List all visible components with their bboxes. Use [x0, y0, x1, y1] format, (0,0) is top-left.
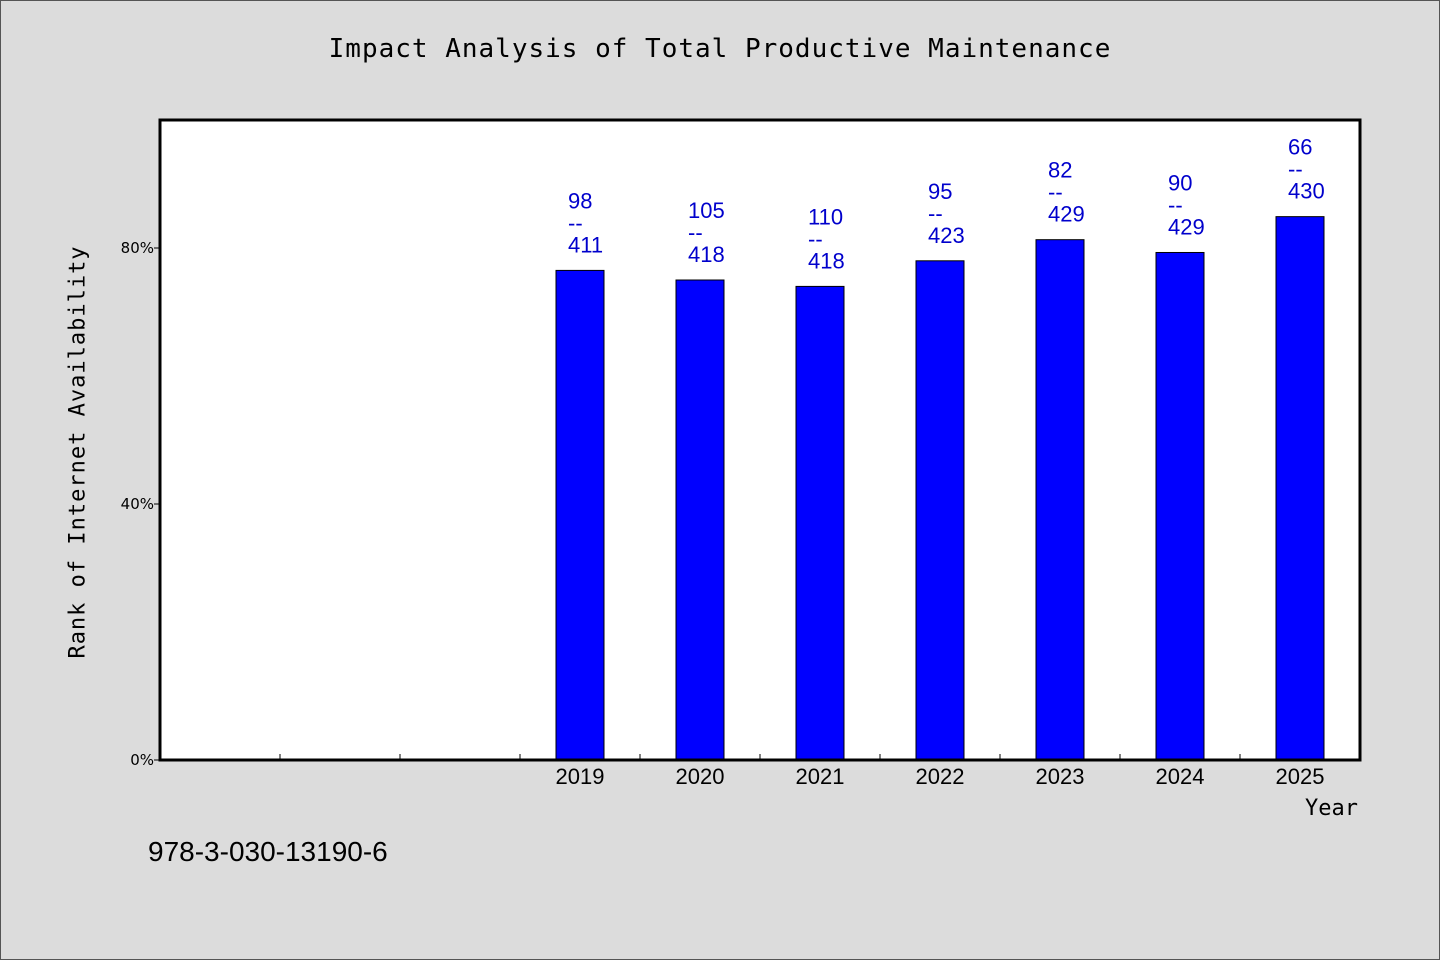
- plot-border: [158, 118, 1362, 762]
- x-tick-label-2022: 2022: [916, 764, 965, 789]
- bar-value-label: --: [1288, 157, 1303, 182]
- bar-2019: [555, 269, 605, 761]
- x-tick-label-2023: 2023: [1036, 764, 1085, 789]
- bar-value-label: 429: [1048, 202, 1085, 227]
- bar-value-label: --: [928, 201, 943, 226]
- bar-2024: [1155, 251, 1205, 761]
- x-tick-label-2025: 2025: [1276, 764, 1325, 789]
- bar-value-label: 95: [928, 179, 952, 204]
- bar-value-label: --: [1168, 192, 1183, 217]
- y-tick-label: 40%: [121, 495, 154, 513]
- chart-title: Impact Analysis of Total Productive Main…: [328, 34, 1112, 64]
- bar-value-label: 430: [1288, 179, 1325, 204]
- bar-value-label: 418: [808, 248, 845, 273]
- bar-value-label: 82: [1048, 158, 1072, 183]
- bar-2025: [1275, 216, 1325, 761]
- bar-2020: [675, 279, 725, 761]
- bar-value-label: 90: [1168, 170, 1192, 195]
- y-tick-label: 80%: [121, 239, 154, 257]
- bar-value-label: 411: [568, 232, 603, 257]
- y-tick-label: 0%: [130, 751, 154, 769]
- x-tick-label-2024: 2024: [1156, 764, 1205, 789]
- x-axis-label: Year: [1305, 796, 1358, 821]
- bar-value-label: 418: [688, 242, 725, 267]
- bar-2021: [795, 285, 845, 761]
- bar-value-label: --: [688, 220, 703, 245]
- bar-value-label: 98: [568, 188, 592, 213]
- x-tick-label-2020: 2020: [676, 764, 725, 789]
- x-tick-label-2019: 2019: [556, 764, 605, 789]
- bar-value-label: 429: [1168, 214, 1205, 239]
- x-tick-label-2021: 2021: [796, 764, 845, 789]
- bar-value-label: --: [568, 210, 583, 235]
- bar-value-label: 423: [928, 223, 965, 248]
- bar-2022: [915, 260, 965, 761]
- bar-value-label: 66: [1288, 135, 1312, 160]
- bar-2023: [1035, 239, 1085, 761]
- bar-value-label: --: [808, 226, 823, 251]
- isbn-text: 978-3-030-13190-6: [148, 836, 388, 867]
- bar-value-label: 105: [688, 198, 725, 223]
- bar-value-label: --: [1048, 180, 1063, 205]
- bar-value-label: 110: [808, 204, 843, 229]
